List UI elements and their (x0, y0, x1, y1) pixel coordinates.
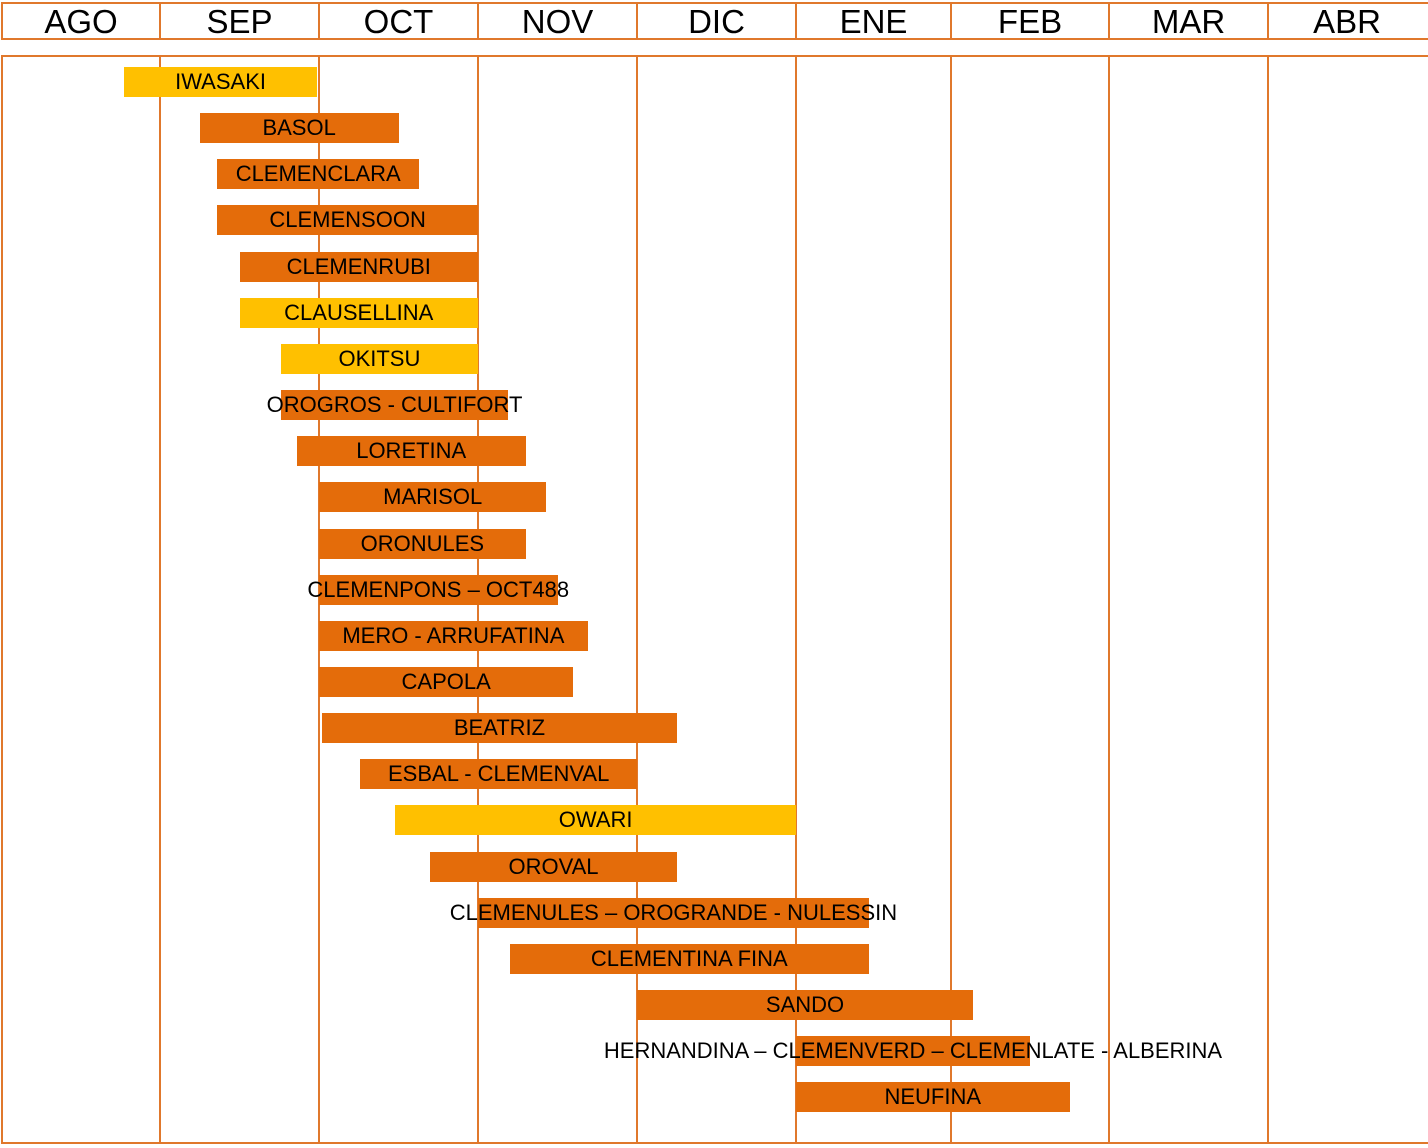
bar-label: BEATRIZ (453, 715, 546, 740)
grid-line (636, 55, 638, 1144)
bar (637, 990, 974, 1020)
header-divider (795, 2, 797, 38)
bar (199, 113, 399, 143)
bar (478, 898, 869, 928)
bar-label: CLEMENPONS – OCT488 (307, 577, 570, 602)
chart-grid-frame (1, 55, 1428, 1144)
bar-label: MERO - ARRUFATINA (342, 623, 565, 648)
header-divider (636, 2, 638, 38)
header-divider (159, 2, 161, 38)
bar-label: CLEMENCLARA (235, 161, 401, 186)
header-divider (1108, 2, 1110, 38)
bar-label: CLEMENTINA FINA (590, 946, 788, 971)
month-label-feb: FEB (997, 3, 1063, 40)
bar (319, 575, 558, 605)
bar (319, 482, 547, 512)
bar-label: CAPOLA (401, 669, 491, 694)
bar-label: CLEMENRUBI (286, 254, 431, 279)
bar-label: CLEMENULES – OROGRANDE - NULESSIN (449, 900, 898, 925)
month-label-dic: DIC (688, 3, 745, 40)
grid-line (950, 55, 952, 1144)
month-label-nov: NOV (521, 3, 594, 40)
bar (319, 621, 588, 651)
grid-line (795, 55, 797, 1144)
bar (360, 759, 637, 789)
bar-label: OROGROS - CULTIFORT (266, 392, 523, 417)
bar (509, 944, 869, 974)
bar (322, 713, 677, 743)
bar-label: LORETINA (356, 438, 467, 463)
bar (280, 344, 478, 374)
month-label-ene: ENE (839, 3, 908, 40)
month-label-mar: MAR (1151, 3, 1226, 40)
month-label-sep: SEP (206, 3, 273, 40)
bar-label: OWARI (558, 807, 633, 832)
bar (239, 298, 478, 328)
header-divider (318, 2, 320, 38)
bar (395, 805, 796, 835)
bar (217, 205, 478, 235)
bar (319, 667, 574, 697)
bar-label: NEUFINA (884, 1084, 982, 1109)
bar (239, 252, 478, 282)
bar (319, 529, 526, 559)
grid-line (159, 55, 161, 1144)
bar (280, 390, 509, 420)
header-divider (950, 2, 952, 38)
bar (430, 852, 677, 882)
month-label-abr: ABR (1313, 3, 1381, 40)
bar (796, 1036, 1030, 1066)
bar-label: SANDO (765, 992, 845, 1017)
grid-line (1108, 55, 1110, 1144)
grid-line (1267, 55, 1269, 1144)
bar-label: OROVAL (508, 854, 599, 879)
bar (217, 159, 420, 189)
header-divider (477, 2, 479, 38)
month-label-ago: AGO (44, 3, 118, 40)
bar (796, 1082, 1070, 1112)
bar (296, 436, 526, 466)
month-label-oct: OCT (363, 3, 434, 40)
bar-label: OKITSU (338, 346, 421, 371)
bar (123, 67, 318, 97)
bar-label: MARISOL (383, 484, 483, 509)
month-header (1, 2, 1428, 40)
bar-label: HERNANDINA – CLEMENVERD – CLEMENLATE - A… (603, 1038, 1223, 1063)
bar-label: CLAUSELLINA (284, 300, 434, 325)
bar-label: ORONULES (360, 531, 485, 556)
bar-label: ESBAL - CLEMENVAL (388, 761, 610, 786)
header-divider (1267, 2, 1269, 38)
bar-label: CLEMENSOON (269, 207, 426, 232)
bar-label: IWASAKI (175, 69, 266, 94)
bar-label: BASOL (262, 115, 336, 140)
